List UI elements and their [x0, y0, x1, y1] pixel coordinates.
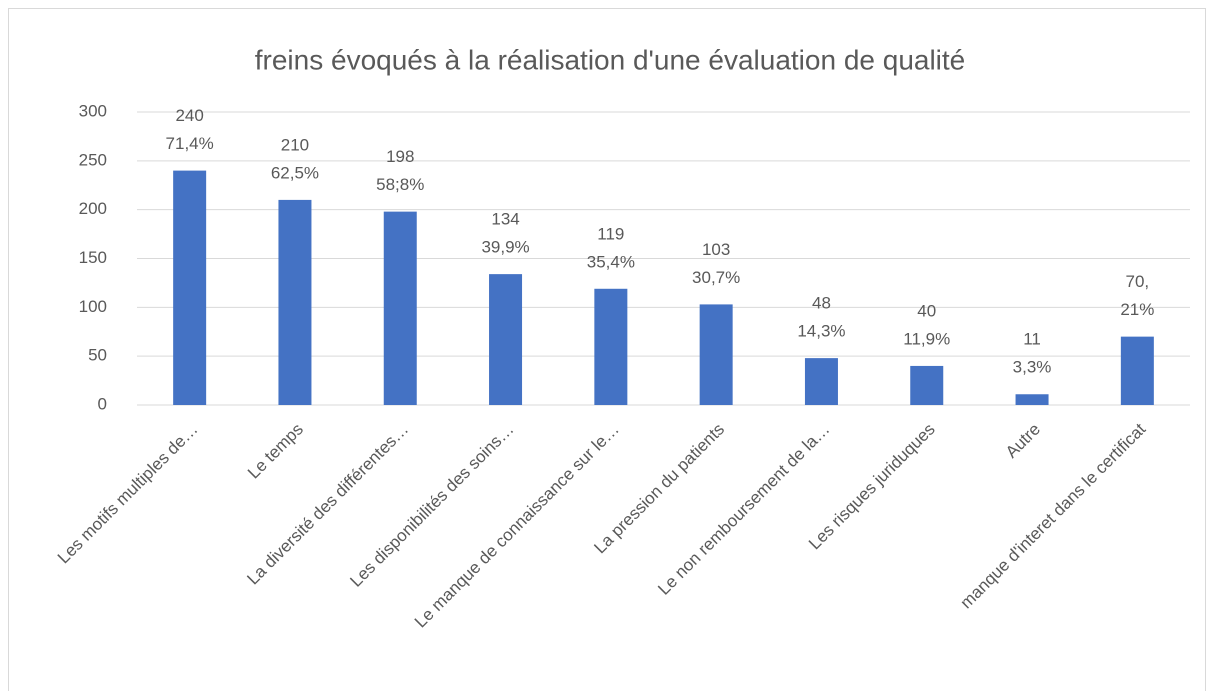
y-tick-label: 50: [88, 346, 107, 365]
bar: [699, 304, 733, 405]
data-label: 210: [281, 135, 309, 154]
data-label: 35,4%: [587, 252, 635, 271]
data-label: 71,4%: [166, 134, 214, 153]
data-label: 103: [702, 240, 730, 259]
y-tick-label: 150: [79, 248, 107, 267]
data-label: 119: [597, 224, 624, 243]
data-label: 48: [812, 294, 831, 313]
y-tick-label: 0: [98, 394, 107, 413]
data-label: 30,7%: [692, 268, 740, 287]
bar: [1015, 394, 1049, 405]
bar: [594, 288, 628, 405]
data-label: 11,9%: [903, 329, 950, 348]
data-label: 40: [917, 301, 936, 320]
data-label: 14,3%: [797, 322, 845, 341]
chart-title: freins évoqués à la réalisation d'une év…: [255, 44, 966, 75]
data-label: 62,5%: [271, 163, 319, 182]
data-label: 240: [175, 106, 203, 125]
data-label: 70,: [1126, 272, 1150, 291]
y-tick-label: 250: [79, 150, 107, 169]
data-label: 11: [1023, 330, 1041, 349]
bar: [489, 274, 523, 405]
bar: [173, 170, 207, 405]
bar: [804, 358, 838, 405]
bar: [278, 199, 312, 405]
data-label: 58;8%: [376, 175, 424, 194]
data-label: 21%: [1120, 300, 1154, 319]
y-tick-label: 200: [79, 199, 107, 218]
data-label: 3,3%: [1013, 358, 1052, 377]
bar: [383, 211, 417, 405]
y-tick-label: 100: [79, 297, 107, 316]
data-label: 134: [491, 210, 519, 229]
bar: [1120, 336, 1154, 405]
data-label: 198: [386, 147, 414, 166]
bar: [910, 365, 944, 405]
data-label: 39,9%: [481, 238, 529, 257]
y-tick-label: 300: [79, 101, 107, 120]
